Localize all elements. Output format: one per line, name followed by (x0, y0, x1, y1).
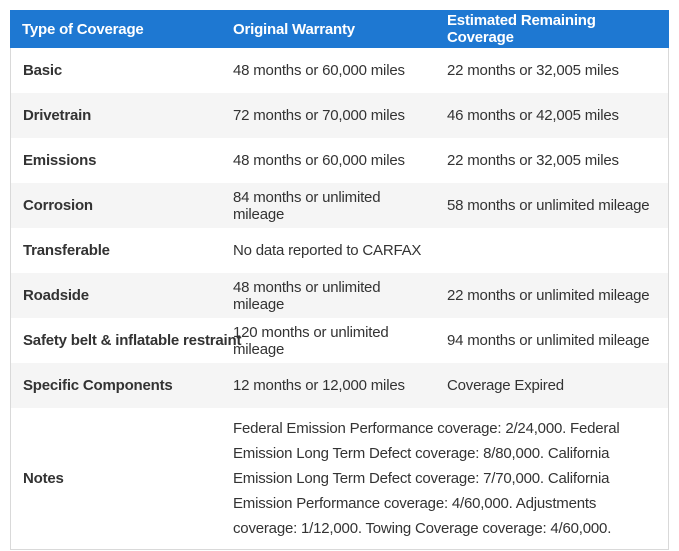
remaining-coverage-cell: 46 months or 42,005 miles (447, 107, 619, 124)
table-row: Specific Components 12 months or 12,000 … (11, 363, 668, 408)
original-warranty-cell: 84 months or unlimited mileage (233, 188, 381, 223)
table-row: Safety belt & inflatable restraint 120 m… (11, 318, 668, 363)
coverage-type-cell: Safety belt & inflatable restraint (23, 332, 242, 349)
original-warranty-cell: 120 months or unlimited mileage (233, 323, 389, 358)
coverage-type-cell: Transferable (23, 242, 110, 259)
table-row: Transferable No data reported to CARFAX (11, 228, 668, 273)
remaining-coverage-cell: 94 months or unlimited mileage (447, 332, 650, 349)
coverage-type-cell: Roadside (23, 287, 89, 304)
column-header-estimated-remaining-coverage: Estimated Remaining Coverage (447, 12, 596, 46)
table-body: Basic 48 months or 60,000 miles 22 month… (10, 48, 669, 550)
coverage-type-cell: Specific Components (23, 377, 173, 394)
table-header-row: Type of Coverage Original Warranty Estim… (10, 10, 669, 48)
table-row: Drivetrain 72 months or 70,000 miles 46 … (11, 93, 668, 138)
original-warranty-cell: 48 months or 60,000 miles (233, 152, 405, 169)
table-row: Notes Federal Emission Performance cover… (11, 408, 668, 549)
remaining-coverage-cell: 58 months or unlimited mileage (447, 197, 650, 214)
original-warranty-cell: Federal Emission Performance coverage: 2… (233, 420, 620, 537)
remaining-coverage-cell: 22 months or unlimited mileage (447, 287, 650, 304)
coverage-type-cell: Drivetrain (23, 107, 92, 124)
column-header-type-of-coverage: Type of Coverage (22, 20, 144, 38)
column-header-original-warranty: Original Warranty (233, 20, 355, 38)
original-warranty-cell: No data reported to CARFAX (233, 242, 422, 259)
coverage-type-cell: Notes (23, 470, 64, 487)
original-warranty-cell: 48 months or 60,000 miles (233, 62, 405, 79)
table-row: Emissions 48 months or 60,000 miles 22 m… (11, 138, 668, 183)
warranty-coverage-table: Type of Coverage Original Warranty Estim… (10, 10, 669, 550)
table-row: Roadside 48 months or unlimited mileage … (11, 273, 668, 318)
remaining-coverage-cell: Coverage Expired (447, 377, 564, 394)
remaining-coverage-cell: 22 months or 32,005 miles (447, 62, 619, 79)
remaining-coverage-cell: 22 months or 32,005 miles (447, 152, 619, 169)
coverage-type-cell: Corrosion (23, 197, 93, 214)
coverage-type-cell: Basic (23, 62, 63, 79)
original-warranty-cell: 72 months or 70,000 miles (233, 107, 405, 124)
original-warranty-cell: 12 months or 12,000 miles (233, 377, 405, 394)
coverage-type-cell: Emissions (23, 152, 97, 169)
table-row: Basic 48 months or 60,000 miles 22 month… (11, 48, 668, 93)
table-row: Corrosion 84 months or unlimited mileage… (11, 183, 668, 228)
original-warranty-cell: 48 months or unlimited mileage (233, 278, 381, 313)
